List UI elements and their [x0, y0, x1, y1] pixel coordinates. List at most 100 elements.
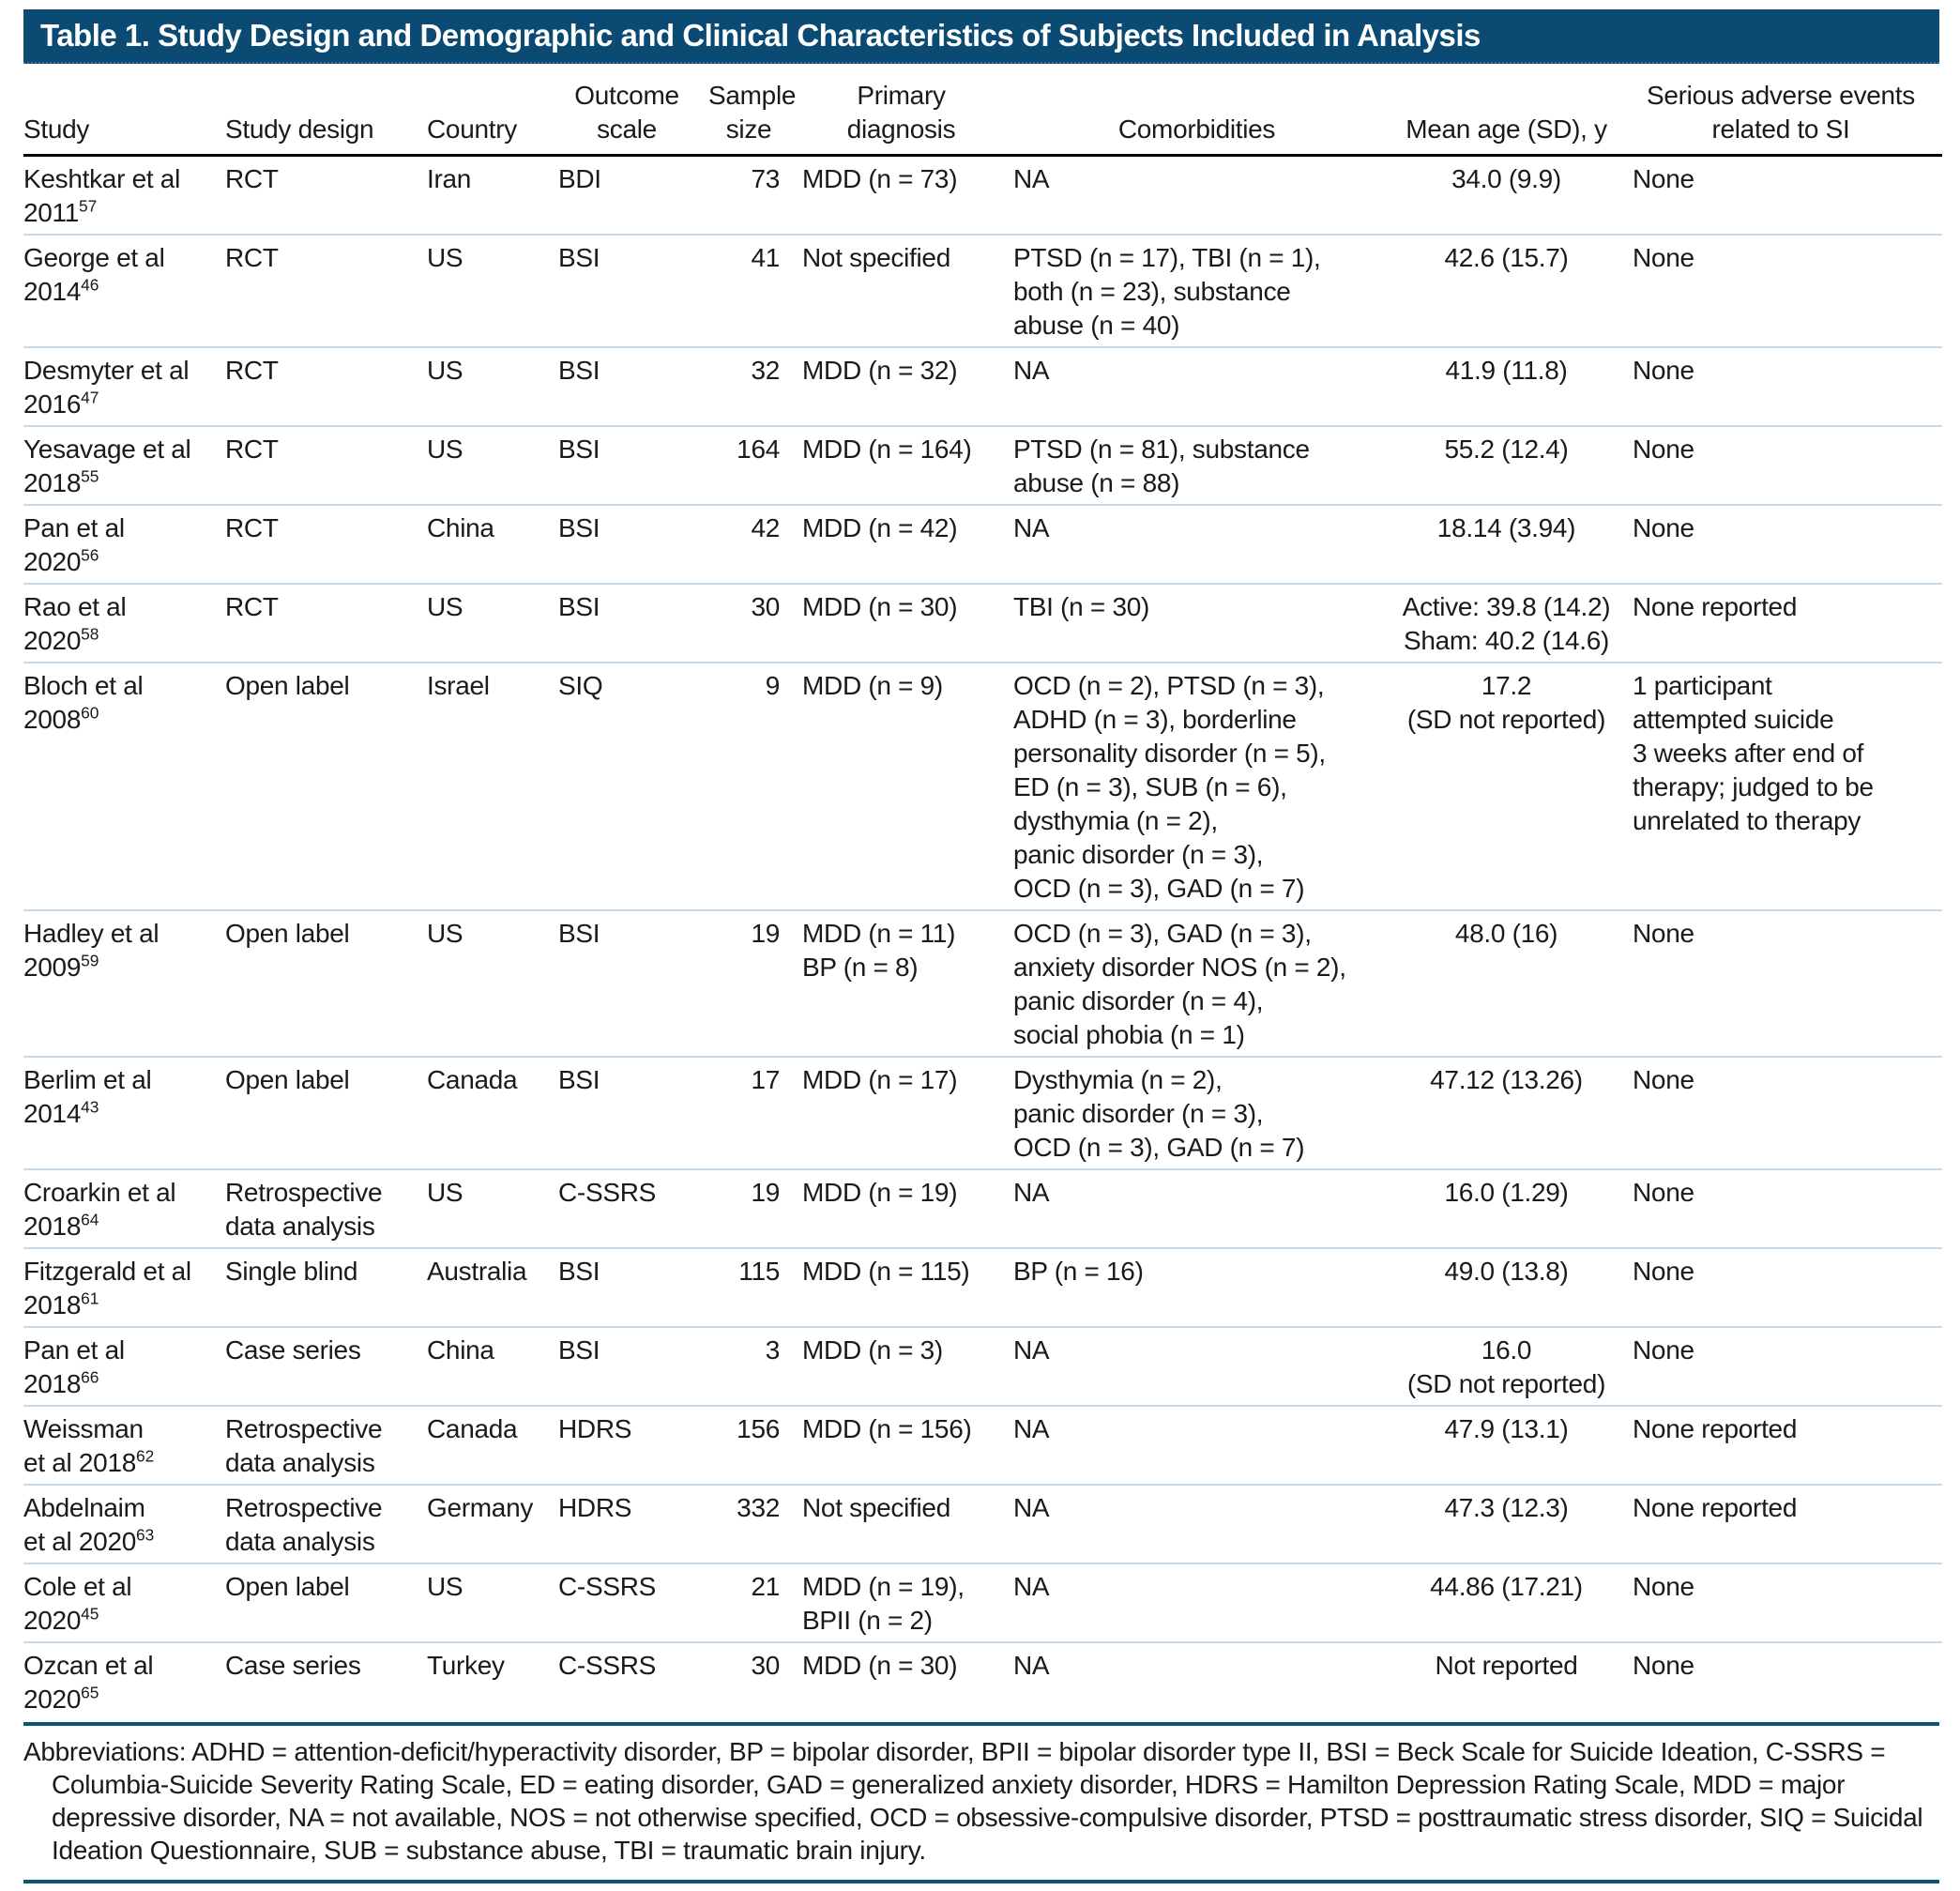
cell-study: Yesavage et al 201855: [23, 425, 225, 505]
cell-primary-diagnosis: Not specified: [802, 1484, 1013, 1563]
cell-outcome-scale: BDI: [558, 164, 601, 193]
study-name: Yesavage et al 2018: [23, 435, 191, 497]
cell-adverse-events: None reported: [1633, 1484, 1942, 1563]
cell-primary-diagnosis: MDD (n = 17): [802, 1056, 1013, 1169]
cell-adverse-events: None: [1633, 1168, 1942, 1248]
cell-mean-age: 47.9 (13.1): [1393, 1405, 1633, 1485]
cell-study-design: Single blind: [225, 1247, 427, 1327]
cell-mean-age: Active: 39.8 (14.2) Sham: 40.2 (14.6): [1393, 583, 1633, 663]
table-title-bar: Table 1. Study Design and Demographic an…: [23, 9, 1939, 64]
cell-sample-size: 30: [708, 1641, 802, 1720]
cell-mean-age: Not reported: [1393, 1641, 1633, 1720]
cell-study-design: RCT: [225, 425, 427, 505]
cell-country: US: [427, 425, 558, 505]
study-name: Keshtkar et al 2011: [23, 164, 180, 227]
study-name: Croarkin et al 2018: [23, 1178, 176, 1241]
table-row: Abdelnaim et al 202063 Retrospective dat…: [23, 1484, 1942, 1563]
cell-outcome-scale: BSI: [558, 1056, 708, 1169]
table-row: Weissman et al 201862 Retrospective data…: [23, 1405, 1942, 1485]
cell-primary-diagnosis: MDD (n = 156): [802, 1405, 1013, 1485]
cell-study: Pan et al 202056: [23, 504, 225, 584]
col-header-study: Study: [23, 75, 225, 157]
cell-outcome-scale: C-SSRS: [558, 1563, 708, 1642]
reference-superscript: 43: [81, 1097, 99, 1117]
cell-comorbidities: PTSD (n = 17), TBI (n = 1), both (n = 23…: [1013, 234, 1393, 347]
cell-adverse-events: None: [1633, 504, 1942, 584]
cell-country: Iran: [427, 164, 472, 193]
cell-sample-size: 19: [708, 909, 802, 1057]
cell-mean-age: 47.3 (12.3): [1393, 1484, 1633, 1563]
cell-adverse-events: None: [1633, 234, 1942, 347]
cell-study: Hadley et al 200959: [23, 909, 225, 1057]
reference-superscript: 59: [81, 951, 99, 970]
study-name: George et al 2014: [23, 243, 165, 306]
cell-outcome-scale: C-SSRS: [558, 1641, 708, 1720]
table-row: Berlim et al 201443 Open label Canada BS…: [23, 1056, 1942, 1169]
reference-superscript: 55: [81, 466, 99, 486]
cell-adverse-events: None: [1633, 1326, 1942, 1406]
reference-superscript: 61: [81, 1289, 99, 1308]
study-name: Cole et al 2020: [23, 1572, 132, 1635]
table-row: Cole et al 202045 Open label US C-SSRS 2…: [23, 1563, 1942, 1642]
reference-superscript: 58: [81, 624, 99, 644]
cell-primary-diagnosis: MDD (n = 164): [802, 425, 1013, 505]
cell-mean-age: 41.9 (11.8): [1393, 346, 1633, 426]
cell-outcome-scale: BSI: [558, 909, 708, 1057]
cell-outcome-scale: BSI: [558, 583, 708, 663]
reference-superscript: 46: [81, 275, 99, 295]
cell-outcome-scale: BSI: [558, 346, 708, 426]
cell-outcome-scale: HDRS: [558, 1405, 708, 1485]
cell-study: Ozcan et al 202065: [23, 1641, 225, 1720]
cell-sample-size: 164: [708, 425, 802, 505]
reference-superscript: 62: [136, 1446, 155, 1466]
cell-study-design: Open label: [225, 909, 427, 1057]
cell-country: Canada: [427, 1405, 558, 1485]
cell-outcome-scale: HDRS: [558, 1484, 708, 1563]
col-header-country: Country: [427, 75, 558, 157]
cell-primary-diagnosis: MDD (n = 32): [802, 346, 1013, 426]
cell-sample-size: 32: [708, 346, 802, 426]
cell-country: US: [427, 909, 558, 1057]
cell-study-design: RCT: [225, 583, 427, 663]
cell-mean-age: 55.2 (12.4): [1393, 425, 1633, 505]
cell-mean-age: 42.6 (15.7): [1393, 234, 1633, 347]
cell-sample-size: 21: [708, 1563, 802, 1642]
cell-primary-diagnosis: MDD (n = 19), BPII (n = 2): [802, 1563, 1013, 1642]
cell-adverse-events: None: [1633, 1641, 1942, 1720]
cell-study-design: Retrospective data analysis: [225, 1484, 427, 1563]
table-row: Hadley et al 200959 Open label US BSI 19…: [23, 909, 1942, 1057]
cell-mean-age: 49.0 (13.8): [1393, 1247, 1633, 1327]
cell-study: Fitzgerald et al 201861: [23, 1247, 225, 1327]
cell-country: China: [427, 1326, 558, 1406]
cell-comorbidities: BP (n = 16): [1013, 1247, 1393, 1327]
cell-country: Turkey: [427, 1641, 558, 1720]
cell-adverse-events: None: [1633, 1563, 1942, 1642]
cell-study: Croarkin et al 201864: [23, 1168, 225, 1248]
table-title: Table 1. Study Design and Demographic an…: [40, 18, 1481, 53]
study-name: Pan et al 2018: [23, 1335, 125, 1398]
cell-comorbidities: TBI (n = 30): [1013, 583, 1393, 663]
cell-country: Canada: [427, 1056, 558, 1169]
study-name: Bloch et al 2008: [23, 671, 144, 734]
cell-mean-age: 48.0 (16): [1393, 909, 1633, 1057]
table-row: Bloch et al 200860 Open label Israel SIQ…: [23, 662, 1942, 910]
cell-adverse-events: None reported: [1633, 1405, 1942, 1485]
cell-comorbidities: NA: [1013, 164, 1050, 193]
cell-study-design: Case series: [225, 1641, 427, 1720]
cell-country: US: [427, 1168, 558, 1248]
col-header-primary-diagnosis: Primary diagnosis: [802, 75, 1013, 157]
cell-comorbidities: NA: [1013, 346, 1393, 426]
cell-comorbidities: NA: [1013, 1484, 1393, 1563]
cell-comorbidities: NA: [1013, 1168, 1393, 1248]
cell-primary-diagnosis: MDD (n = 19): [802, 1168, 1013, 1248]
reference-superscript: 63: [136, 1525, 155, 1545]
col-header-study-design: Study design: [225, 75, 427, 157]
cell-country: Australia: [427, 1247, 558, 1327]
cell-outcome-scale: BSI: [558, 1326, 708, 1406]
col-header-adverse-events: Serious adverse events related to SI: [1633, 75, 1942, 157]
cell-sample-size: 3: [708, 1326, 802, 1406]
cell-comorbidities: OCD (n = 2), PTSD (n = 3), ADHD (n = 3),…: [1013, 662, 1393, 910]
col-header-sample-size: Sample size: [708, 75, 802, 157]
cell-sample-size: 41: [708, 234, 802, 347]
